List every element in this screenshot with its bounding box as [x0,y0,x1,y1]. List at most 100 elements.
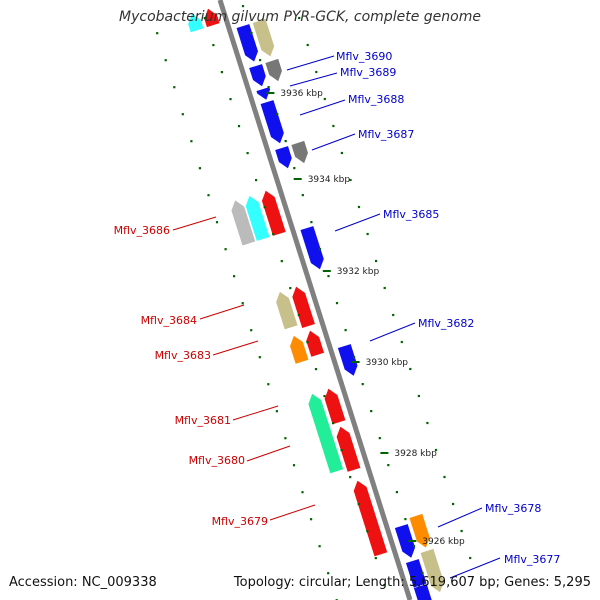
scale-tick [392,313,395,317]
gene-arrow [252,18,275,58]
gene-arrow [289,334,310,365]
scale-tick [267,383,270,386]
scale-tick [400,340,403,344]
scale-tick [452,502,455,506]
scale-tick [258,356,261,359]
gene-label: Mflv_3685 [383,208,439,221]
scale-label: 3930 kbp [366,358,409,368]
gene-label-leader [212,340,259,356]
scale-tick [156,32,159,35]
scale-tick [344,329,347,332]
scale-tick [315,70,318,74]
scale-tick [318,248,321,251]
scale-tick [366,232,369,236]
scale-tick [460,529,463,533]
gene-arrow [235,23,259,63]
gene-label: Mflv_3689 [340,66,396,79]
gene-label-leader [437,507,483,528]
gene-arrow [353,479,388,558]
scale-tick [237,125,241,128]
scale-tick [443,475,446,479]
scale-tick [173,86,176,89]
scale-tick [250,32,253,35]
scale-tick [263,206,266,209]
scale-label: 3934 kbp [308,175,351,185]
scale-tick [353,356,356,359]
gene-arrow [419,548,445,594]
gene-label-leader [334,213,381,232]
scale-tick [374,557,377,560]
gene-arrow [291,285,316,329]
genome-backbone [217,0,413,600]
scale-tick [361,383,364,386]
gene-arrow [259,99,285,145]
gene-arrow [394,523,416,559]
scale-tick [292,464,296,467]
scale-tick [267,86,270,89]
scale-tick [289,287,292,290]
gene-arrow [261,189,287,237]
gene-arrow [290,140,309,165]
scale-tick [412,545,416,548]
topology-text: Topology: circular; Length: 5,619,607 bp… [233,575,591,590]
scale-tick [306,43,309,47]
scale-tick [246,152,249,155]
gene-label: Mflv_3678 [485,502,541,515]
gene-label-leader [246,445,291,462]
gene-arrow [245,194,271,242]
scale-tick [366,530,369,533]
accession-text: Accession: NC_009338 [9,575,157,590]
scale-label: 3928 kbp [394,449,437,459]
gene-arrow [408,513,431,549]
gene-arrow [264,58,283,83]
scale-tick [224,248,227,251]
gene-arrow [248,63,267,88]
scale-tick [220,71,223,74]
scale-tick [164,59,167,62]
gene-label: Mflv_3688 [348,93,404,106]
scale-tick [335,302,339,305]
gene-arrow [255,86,271,101]
scale-tick [469,556,472,560]
scale-tick [276,113,279,116]
gene-arrow [299,225,325,271]
scale-tick [181,113,184,116]
gene-label: Mflv_3682 [418,317,474,330]
scale-tick [293,167,296,170]
scale-tick [306,341,309,344]
scale-tick [284,437,287,440]
scale-tick [259,59,262,62]
scale-tick [280,260,283,263]
gene-arrow [275,290,299,331]
scale-tick [310,518,313,521]
scale-tick [318,545,321,548]
scale-tick [327,572,330,575]
map-title: Mycobacterium gilvum PYR-GCK, complete g… [119,9,481,25]
gene-label-leader [269,504,316,521]
gene-label: Mflv_3683 [155,349,211,362]
scale-tick [198,167,201,170]
gene-label-leader [289,72,338,87]
scale-tick [357,503,360,506]
gene-arrow [335,425,362,473]
scale-tick [332,124,335,128]
gene-label-leader [369,322,416,342]
scale-label: 3936 kbp [280,89,323,99]
scale-tick [203,17,206,20]
scale-tick [340,151,343,155]
scale-tick [409,367,412,371]
scale-tick [298,16,301,20]
scale-tick [241,302,244,305]
scale-tick [215,221,219,224]
gene-arrow [413,583,433,600]
scale-tick [434,448,438,452]
scale-tick [357,205,361,209]
scale-tick [404,518,407,521]
scale-tick [323,395,326,398]
scale-tick [241,5,245,8]
gene-label-leader [199,304,245,320]
scale-tick [370,410,373,413]
gene-label-leader [299,99,346,116]
